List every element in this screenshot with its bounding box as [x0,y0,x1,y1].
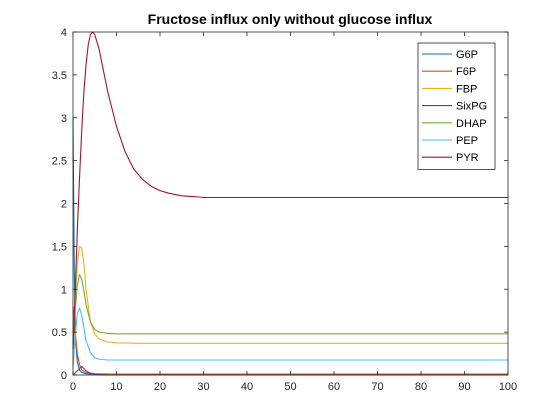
y-tick-label: 3.5 [52,70,67,82]
y-tick-label: 1.5 [52,241,67,253]
y-tick-label: 3 [61,113,67,125]
x-tick-label: 50 [284,381,296,393]
x-tick-label: 70 [371,381,383,393]
axes-group: 0 10 20 30 40 50 60 70 80 90 100 0 0.5 1 1.5 2 2.5 3 3.5 4 [52,27,517,393]
y-tick-label: 1 [61,284,67,296]
legend-box [417,42,496,170]
x-tick-label: 90 [458,381,470,393]
legend-label-pep: PEP [456,135,478,147]
series-line-f6p [72,306,508,375]
y-tick-label: 2 [61,199,67,211]
x-tick-label: 40 [241,381,253,393]
y-tick-label: 2.5 [52,156,67,168]
legend: G6P F6P FBP SixPG DHAP PEP PYR [417,42,496,170]
legend-label-fbp: FBP [456,83,477,95]
legend-label-pyr: PYR [456,152,479,164]
x-tick-label: 20 [154,381,166,393]
x-tick-label: 80 [415,381,427,393]
legend-label-f6p: F6P [456,66,476,78]
series-line-pyr [72,31,508,350]
series-line-dhap [72,274,508,350]
legend-label-g6p: G6P [456,49,478,61]
x-tick-label: 0 [70,381,76,393]
x-tick-label: 30 [197,381,209,393]
series-group [72,31,508,376]
y-tick-label: 4 [61,27,67,39]
y-tick-label: 0 [61,370,67,382]
legend-label-dhap: DHAP [456,118,487,130]
x-tick-label: 10 [110,381,122,393]
series-line-pep [72,307,508,367]
legend-label-sixpg: SixPG [456,101,487,113]
chart-title: Fructose influx only without glucose inf… [148,11,433,27]
y-tick-label: 0.5 [52,327,67,339]
x-tick-label: 60 [328,381,340,393]
x-tick-label: 100 [499,381,517,393]
